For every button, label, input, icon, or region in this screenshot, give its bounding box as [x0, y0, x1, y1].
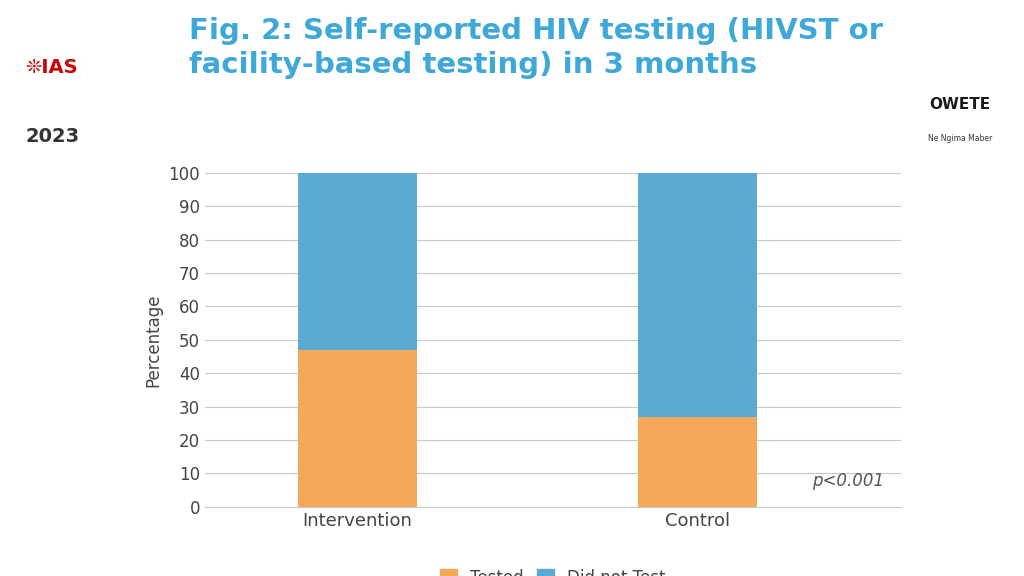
Bar [638, 416, 757, 507]
Legend: Tested, Did not Test: Tested, Did not Test [433, 562, 673, 576]
Text: OWETE: OWETE [930, 97, 990, 112]
Text: Ne Ngima Maber: Ne Ngima Maber [928, 134, 992, 143]
Bar [638, 173, 757, 416]
Bar [298, 173, 417, 350]
Bar [298, 350, 417, 507]
Y-axis label: Percentage: Percentage [144, 293, 163, 386]
Text: p<0.001: p<0.001 [812, 472, 884, 490]
Text: ❊IAS: ❊IAS [26, 58, 78, 77]
Text: Fig. 2: Self-reported HIV testing (HIVST or
facility-based testing) in 3 months: Fig. 2: Self-reported HIV testing (HIVST… [189, 17, 884, 79]
Text: 2023: 2023 [26, 127, 80, 146]
